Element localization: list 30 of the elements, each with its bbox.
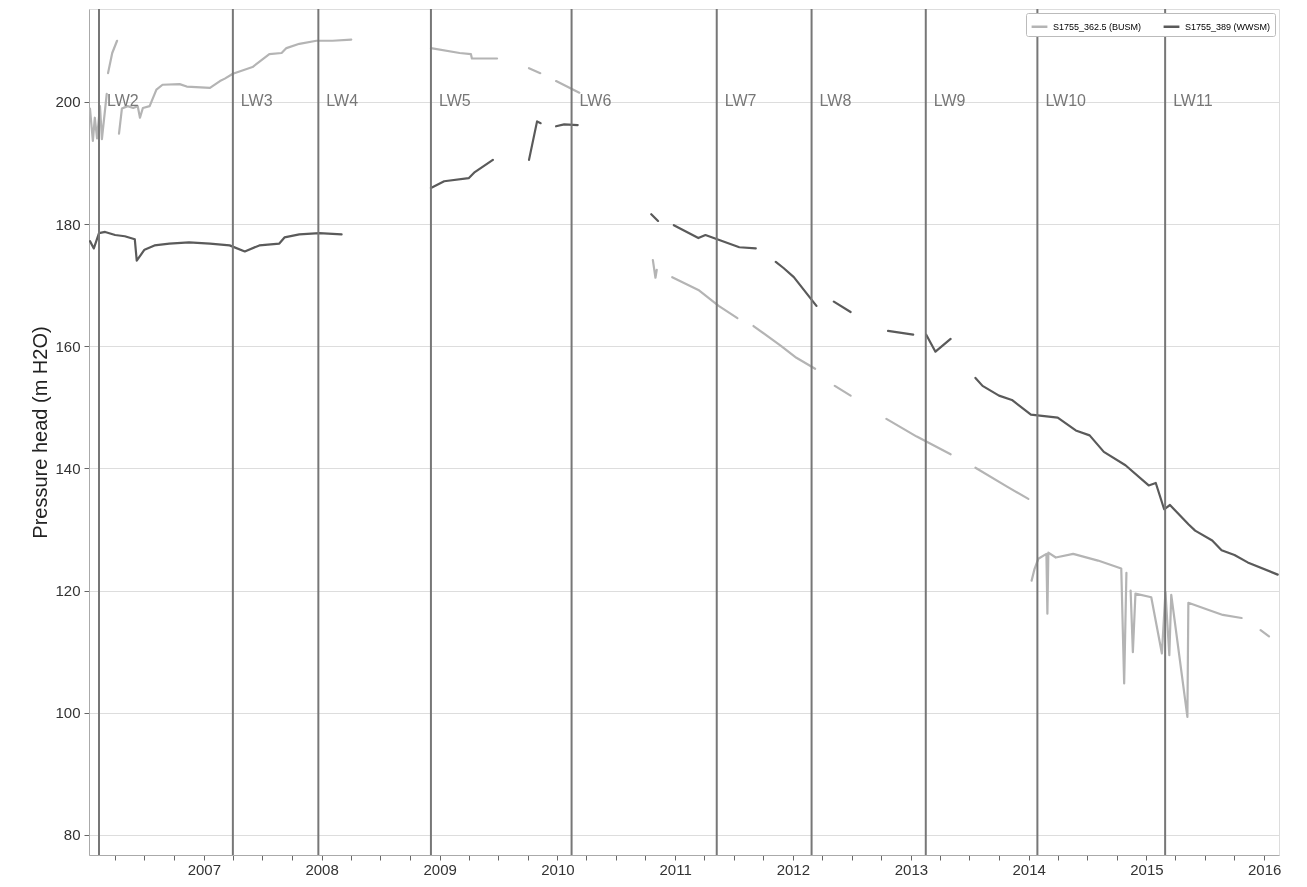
ref-line-label: LW4 [326,92,359,109]
x-tick-label: 2013 [894,860,929,878]
y-tick-label: 200 [55,93,81,111]
y-tick-label: 100 [55,704,81,722]
ref-line-label: LW9 [933,92,966,109]
ref-line-label: LW3 [240,92,273,109]
ref-line-label: LW2 [107,92,139,109]
x-tick-label: 2010 [541,860,575,878]
y-axis-title: Pressure head (m H2O) [29,326,52,539]
ref-line-label: LW11 [1173,92,1213,109]
x-tick-label: 2011 [659,860,692,878]
x-tick-label: 2007 [187,860,222,878]
ref-line-label: LW8 [819,92,852,109]
ref-line-label: LW6 [579,92,612,109]
y-tick-label: 160 [55,337,81,355]
y-tick-label: 80 [63,826,81,844]
ref-line-label: LW10 [1045,92,1087,109]
y-tick-label: 140 [55,459,81,477]
x-tick-label: 2008 [305,860,339,878]
y-tick-label: 120 [55,582,81,600]
x-tick-label: 2015 [1130,860,1164,878]
x-tick-label: 2016 [1247,860,1282,878]
ref-line-label: LW5 [438,92,471,109]
legend-label: S1755_389 (WWSM) [1185,21,1271,32]
ref-line-label: LW7 [724,92,757,109]
x-tick-label: 2009 [423,860,457,878]
y-tick-label: 180 [55,215,81,233]
x-tick-label: 2014 [1012,860,1046,878]
legend-label: S1755_362.5 (BUSM) [1053,21,1142,32]
x-tick-label: 2012 [776,860,811,878]
